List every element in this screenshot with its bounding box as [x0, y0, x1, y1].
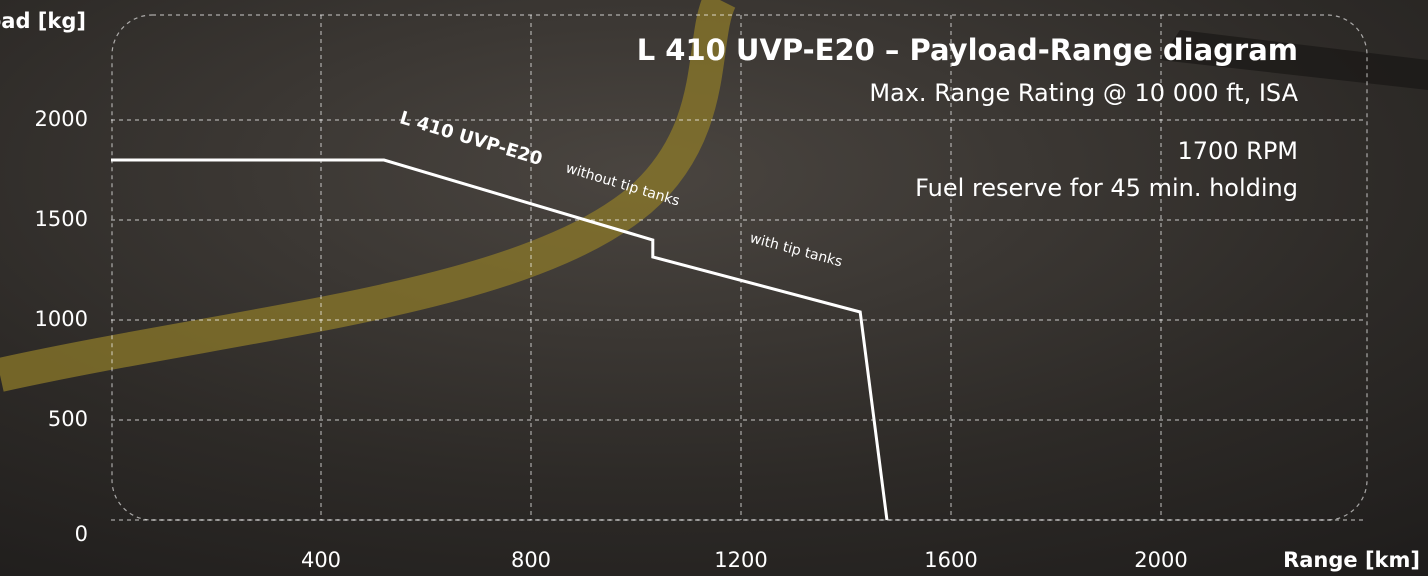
x-tick-label: 800 [511, 548, 551, 572]
y-tick-label: 1000 [35, 307, 88, 331]
chart-subtitle: Max. Range Rating @ 10 000 ft, ISA [869, 79, 1298, 107]
x-tick-label: 2000 [1134, 548, 1187, 572]
y-axis-label: Payload [kg] [0, 9, 86, 33]
x-axis-label: Range [km] [1283, 548, 1420, 572]
x-tick-label: 1200 [714, 548, 767, 572]
y-tick-label: 1500 [35, 207, 88, 231]
x-tick-label: 1600 [924, 548, 977, 572]
x-tick-label: 400 [301, 548, 341, 572]
note: 1700 RPM [1177, 137, 1298, 165]
y-tick-label: 0 [75, 522, 88, 546]
chart-title: L 410 UVP-E20 – Payload-Range diagram [637, 33, 1298, 67]
y-tick-label: 500 [48, 407, 88, 431]
chart: L 410 UVP-E20 – Payload-Range diagram Ma… [0, 0, 1428, 576]
page: {"chart_data": {"type": "line", "title":… [0, 0, 1428, 576]
y-tick-label: 2000 [35, 107, 88, 131]
note: Fuel reserve for 45 min. holding [915, 174, 1298, 202]
